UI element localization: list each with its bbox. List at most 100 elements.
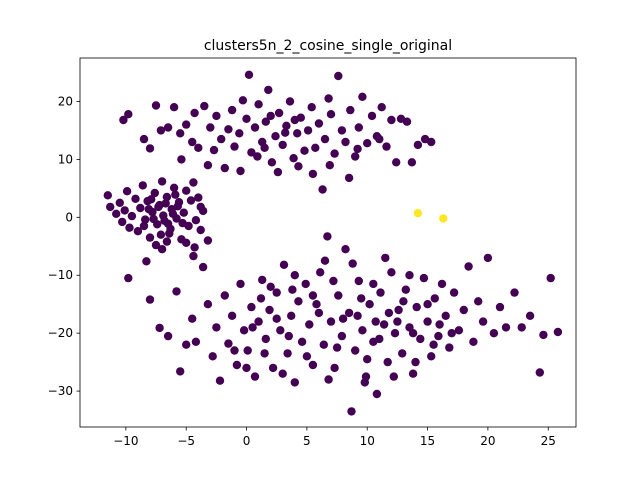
data-point-cluster-0: [407, 158, 417, 167]
data-point-cluster-0: [177, 155, 186, 164]
data-point-cluster-0: [115, 198, 125, 207]
data-point-cluster-0: [302, 352, 312, 361]
data-point-cluster-0: [358, 92, 367, 102]
data-point-cluster-0: [133, 227, 143, 236]
data-point-cluster-0: [358, 326, 367, 335]
data-point-cluster-0: [253, 152, 262, 161]
data-point-cluster-0: [402, 117, 412, 126]
data-point-cluster-0: [150, 188, 159, 198]
data-point-cluster-0: [271, 132, 280, 141]
data-point-cluster-0: [159, 211, 168, 220]
data-point-cluster-0: [437, 279, 447, 289]
x-axis: −10 −5 0 5 10 15 20 25: [113, 427, 556, 448]
data-point-cluster-0: [179, 208, 188, 217]
data-point-cluster-0: [176, 367, 185, 376]
data-point-cluster-0: [303, 126, 313, 135]
data-point-cluster-0: [334, 71, 343, 81]
data-point-cluster-0: [351, 152, 360, 161]
data-point-cluster-0: [413, 140, 423, 150]
x-tick-label: 5: [303, 434, 311, 448]
data-point-cluster-0: [449, 288, 459, 297]
data-point-cluster-0: [411, 357, 420, 367]
data-point-cluster-0: [272, 288, 281, 297]
data-point-cluster-0: [495, 302, 505, 312]
y-tick-label: −30: [48, 384, 73, 398]
data-point-cluster-0: [260, 349, 269, 358]
data-point-cluster-0: [267, 158, 277, 167]
data-point-cluster-0: [212, 323, 221, 332]
data-point-cluster-0: [445, 343, 454, 352]
data-point-cluster-0: [553, 327, 563, 337]
data-point-cluster-0: [224, 125, 233, 134]
data-point-cluster-1: [413, 209, 423, 218]
data-point-cluster-0: [346, 105, 355, 115]
data-point-cluster-0: [238, 96, 248, 105]
data-point-cluster-0: [330, 363, 339, 373]
data-point-cluster-0: [347, 407, 356, 416]
data-point-cluster-0: [162, 192, 172, 202]
data-point-cluster-0: [357, 294, 366, 303]
data-point-cluster-0: [161, 199, 170, 208]
data-point-cluster-0: [412, 302, 421, 312]
data-point-cluster-0: [220, 291, 229, 300]
data-point-cluster-0: [236, 166, 245, 176]
x-tick-label: −10: [113, 434, 138, 448]
y-axis: 20 10 0 −10 −20 −30: [48, 94, 80, 398]
data-point-cluster-0: [398, 349, 407, 358]
data-point-cluster-0: [383, 357, 392, 367]
data-point-cluster-0: [539, 330, 548, 340]
y-tick-label: 20: [58, 94, 73, 108]
data-point-cluster-0: [182, 186, 191, 195]
data-point-cluster-0: [265, 305, 274, 315]
data-point-cluster-0: [278, 369, 287, 378]
data-point-cluster-0: [268, 363, 278, 373]
data-point-cluster-0: [208, 352, 217, 361]
x-tick-label: 25: [541, 434, 556, 448]
data-point-cluster-0: [163, 123, 173, 132]
data-point-cluster-0: [372, 389, 382, 399]
data-point-cluster-0: [278, 140, 287, 150]
data-point-cluster-0: [325, 161, 334, 170]
x-tick-label: 20: [480, 434, 495, 448]
data-point-cluster-0: [379, 320, 389, 329]
data-point-cluster-0: [289, 154, 298, 163]
x-tick-label: −5: [177, 434, 195, 448]
data-point-cluster-1: [439, 214, 448, 223]
data-point-cluster-0: [308, 169, 318, 179]
data-point-cluster-0: [320, 134, 330, 144]
data-point-cluster-0: [176, 129, 185, 138]
data-point-cluster-0: [138, 181, 147, 190]
data-point-cluster-0: [163, 331, 173, 341]
data-point-cluster-0: [375, 334, 384, 344]
data-point-cluster-0: [390, 329, 400, 338]
data-point-cluster-0: [329, 276, 338, 286]
data-point-cluster-0: [430, 294, 439, 303]
data-point-cluster-0: [151, 240, 161, 250]
data-point-cluster-0: [182, 120, 191, 129]
data-point-cluster-0: [393, 317, 402, 326]
data-point-cluster-0: [136, 203, 145, 213]
x-tick-label: 15: [420, 434, 435, 448]
data-point-cluster-0: [360, 378, 369, 387]
data-point-cluster-0: [408, 329, 418, 338]
data-point-cluster-0: [416, 334, 425, 344]
data-point-cluster-0: [230, 142, 239, 151]
data-point-cluster-0: [239, 326, 249, 335]
data-point-cluster-0: [307, 103, 316, 112]
data-point-cluster-0: [384, 308, 394, 318]
data-point-cluster-0: [131, 194, 140, 203]
data-point-cluster-0: [171, 190, 180, 199]
data-point-cluster-0: [354, 276, 363, 286]
data-point-cluster-0: [172, 287, 181, 296]
data-point-cluster-0: [260, 143, 269, 152]
data-point-cluster-0: [203, 300, 213, 309]
data-point-cluster-0: [261, 334, 270, 344]
data-point-cluster-0: [535, 368, 544, 377]
data-point-cluster-0: [517, 323, 526, 332]
data-point-cluster-0: [157, 177, 167, 186]
data-point-cluster-0: [332, 343, 342, 352]
data-point-cluster-0: [122, 187, 132, 196]
data-point-cluster-0: [294, 162, 303, 171]
data-point-cluster-0: [489, 329, 499, 338]
